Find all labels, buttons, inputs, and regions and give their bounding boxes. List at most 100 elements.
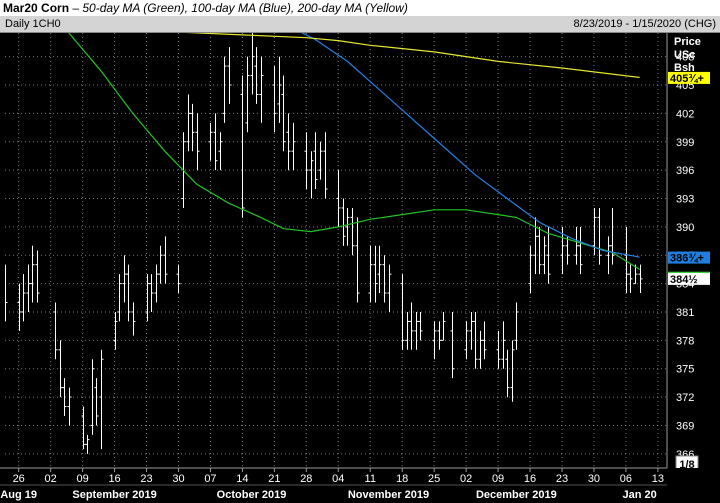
month-label: December 2019 (476, 489, 557, 501)
period-label: Daily 1CH0 (5, 18, 61, 30)
ohlc-bar (58, 340, 63, 398)
ohlc-bar (464, 321, 469, 360)
price-tick-label: 375 (676, 364, 694, 376)
ohlc-bar (542, 236, 547, 275)
ohlc-bar (158, 245, 163, 284)
chart-subheader: Daily 1CH0 8/23/2019 - 1/15/2020 (CHG) (0, 16, 720, 33)
ohlc-bar (318, 141, 323, 180)
ohlc-bar (560, 226, 565, 275)
ohlc-bar (414, 311, 419, 350)
day-tick-label: 16 (108, 473, 120, 485)
price-axis-header-line: USc (674, 49, 695, 61)
ohlc-bar (355, 217, 360, 303)
chart-title-bar: Mar20 Corn – 50-day MA (Green), 100-day … (0, 0, 720, 16)
ohlc-bar (254, 47, 259, 104)
ohlc-bar (528, 245, 533, 294)
ohlc-bar (17, 283, 22, 331)
ohlc-bar (610, 207, 615, 265)
price-tick-label: 408 (676, 52, 694, 64)
ohlc-bar (450, 311, 455, 379)
time-axis-labels: 26 02 09 16 23 30 07 14 21 28 04 11 18 25 02 09 16 23 30 06… (0, 468, 664, 501)
ohlc-bar (345, 207, 350, 246)
month-label: September 2019 (72, 489, 156, 501)
day-tick-label: 14 (236, 473, 248, 485)
price-tick-label: 378 (676, 335, 694, 347)
ohlc-bar (537, 226, 542, 275)
ma-legend-text: 50-day MA (Green), 100-day MA (Blue), 20… (82, 1, 408, 15)
ohlc-bar (336, 170, 341, 227)
ohlc-bar (30, 245, 35, 303)
price-tag-label: 384½ (670, 274, 698, 286)
price-axis-header: Price USc Bsh (674, 36, 701, 74)
price-tag: 405¾+ (668, 71, 710, 85)
ohlc-bar (113, 311, 118, 350)
day-tick-label: 06 (620, 473, 632, 485)
price-tag: 384½ (668, 272, 710, 286)
ohlc-bar (505, 349, 510, 398)
date-range-label: 8/23/2019 - 1/15/2020 (CHG) (573, 18, 716, 30)
ohlc-bar (190, 103, 195, 152)
day-tick-label: 18 (396, 473, 408, 485)
price-tick-label: 390 (676, 222, 694, 234)
day-tick-label: 04 (332, 473, 344, 485)
moving-averages (68, 33, 640, 270)
ohlc-bar (21, 274, 26, 322)
ohlc-bar (400, 274, 405, 350)
ohlc-bar (432, 321, 437, 360)
ohlc-bar (633, 264, 638, 285)
ohlc-bar (482, 321, 487, 360)
price-tick-label: 399 (676, 137, 694, 149)
ohlc-bar (606, 236, 611, 275)
ohlc-bar (341, 198, 346, 246)
ohlc-bar (154, 264, 159, 303)
ohlc-bar (387, 264, 392, 312)
day-tick-label: 23 (140, 473, 152, 485)
day-tick-label: 13 (652, 473, 664, 485)
ohlc-bar (126, 264, 131, 322)
ohlc-bar (35, 250, 40, 303)
month-label: October 2019 (217, 489, 287, 501)
ohlc-bar (94, 378, 99, 426)
ohlc-bar (5, 264, 8, 322)
day-tick-label: 02 (460, 473, 472, 485)
ohlc-bar (281, 75, 286, 152)
ohlc-bar (62, 378, 67, 416)
ohlc-bar (81, 406, 86, 450)
ohlc-bar (272, 66, 277, 133)
ohlc-bar (277, 56, 282, 123)
ohlc-bar (245, 56, 250, 133)
month-label: Aug 19 (0, 489, 37, 501)
ohlc-bar (501, 321, 506, 369)
ohlc-bar (26, 264, 31, 312)
ohlc-bar (409, 302, 414, 350)
ohlc-bar (597, 207, 602, 265)
symbol-name: Mar20 Corn (3, 1, 70, 15)
day-tick-label: 09 (492, 473, 504, 485)
price-tag-bg (668, 272, 710, 285)
ohlc-bar (418, 311, 423, 341)
ohlc-bar (117, 274, 122, 322)
price-tick-label: 402 (676, 108, 694, 120)
ohlc-bar (53, 302, 58, 360)
price-tag-bg (668, 71, 710, 84)
day-tick-label: 16 (524, 473, 536, 485)
ohlc-bar (240, 75, 245, 218)
ohlc-bar (286, 113, 291, 171)
ohlc-bar (259, 56, 264, 123)
ohlc-bar (496, 330, 501, 369)
month-label: November 2019 (348, 489, 429, 501)
ohlc-bar (514, 302, 519, 350)
price-tick-label: 369 (676, 420, 694, 432)
day-tick-label: 09 (76, 473, 88, 485)
ohlc-bar (382, 255, 387, 303)
ohlc-bar (145, 274, 150, 322)
price-tag-label: 386¾+ (670, 253, 704, 265)
last-price-tags: 405¾+386¾+384⅝+384½ (668, 71, 710, 286)
ohlc-bar (546, 226, 551, 284)
ohlc-bar (638, 264, 643, 294)
ohlc-bar (368, 245, 373, 303)
ma-line-100day (301, 33, 640, 258)
ohlc-bar (628, 264, 633, 294)
price-tick-label: 372 (676, 392, 694, 404)
ohlc-bar (473, 311, 478, 369)
